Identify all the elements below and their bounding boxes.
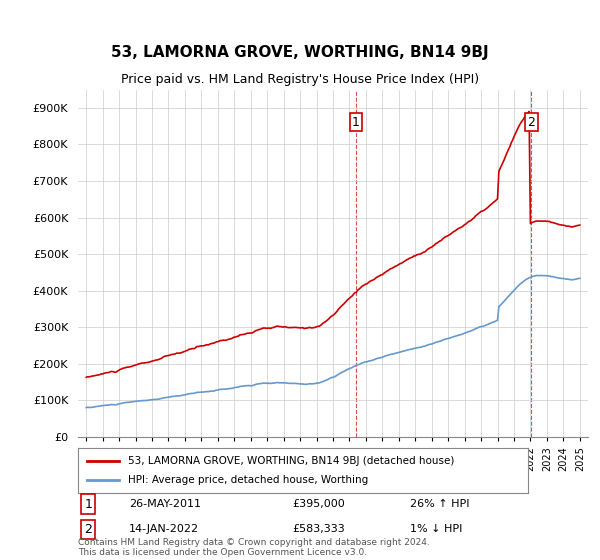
Text: 2: 2 xyxy=(527,116,535,129)
Text: £395,000: £395,000 xyxy=(292,499,345,509)
Text: 1: 1 xyxy=(352,116,360,129)
Text: 53, LAMORNA GROVE, WORTHING, BN14 9BJ (detached house): 53, LAMORNA GROVE, WORTHING, BN14 9BJ (d… xyxy=(128,455,454,465)
Text: 2: 2 xyxy=(84,522,92,536)
Text: 14-JAN-2022: 14-JAN-2022 xyxy=(129,524,199,534)
Text: 1% ↓ HPI: 1% ↓ HPI xyxy=(409,524,462,534)
Text: HPI: Average price, detached house, Worthing: HPI: Average price, detached house, Wort… xyxy=(128,475,368,486)
Text: Contains HM Land Registry data © Crown copyright and database right 2024.
This d: Contains HM Land Registry data © Crown c… xyxy=(78,538,430,557)
Text: 1: 1 xyxy=(84,497,92,511)
Text: 26-MAY-2011: 26-MAY-2011 xyxy=(129,499,201,509)
Text: 53, LAMORNA GROVE, WORTHING, BN14 9BJ: 53, LAMORNA GROVE, WORTHING, BN14 9BJ xyxy=(111,45,489,60)
Text: £583,333: £583,333 xyxy=(292,524,345,534)
Text: Price paid vs. HM Land Registry's House Price Index (HPI): Price paid vs. HM Land Registry's House … xyxy=(121,73,479,86)
Text: 26% ↑ HPI: 26% ↑ HPI xyxy=(409,499,469,509)
